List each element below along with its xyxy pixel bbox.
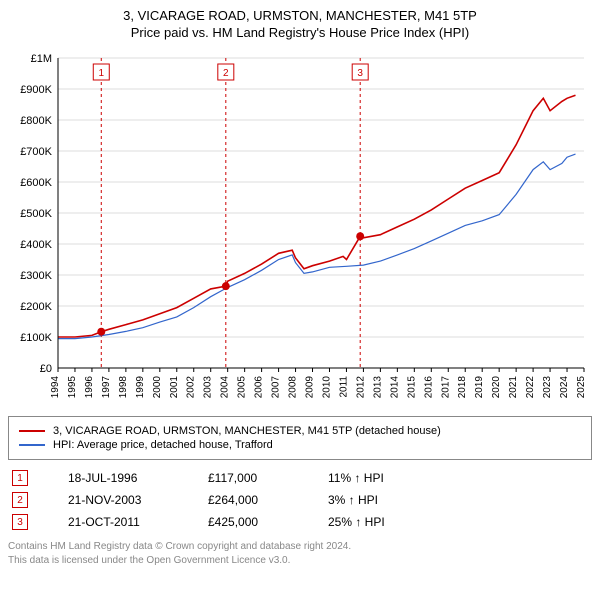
sale-price: £425,000 xyxy=(208,515,288,529)
svg-text:£400K: £400K xyxy=(20,239,52,251)
svg-text:1997: 1997 xyxy=(101,376,112,399)
sale-date: 21-NOV-2003 xyxy=(68,493,168,507)
svg-text:3: 3 xyxy=(357,68,363,79)
svg-text:2001: 2001 xyxy=(169,376,180,399)
svg-text:2006: 2006 xyxy=(254,376,265,399)
svg-text:2025: 2025 xyxy=(576,376,587,399)
svg-text:£900K: £900K xyxy=(20,84,52,96)
sale-price: £264,000 xyxy=(208,493,288,507)
chart-container: 3, VICARAGE ROAD, URMSTON, MANCHESTER, M… xyxy=(0,0,600,576)
legend-row: HPI: Average price, detached house, Traf… xyxy=(19,439,581,451)
sale-date: 18-JUL-1996 xyxy=(68,471,168,485)
title-main: 3, VICARAGE ROAD, URMSTON, MANCHESTER, M… xyxy=(8,8,592,23)
svg-text:2013: 2013 xyxy=(372,376,383,399)
sale-marker: 1 xyxy=(12,470,28,486)
svg-text:2023: 2023 xyxy=(542,376,553,399)
legend-label: 3, VICARAGE ROAD, URMSTON, MANCHESTER, M… xyxy=(53,425,441,437)
footer: Contains HM Land Registry data © Crown c… xyxy=(8,540,592,568)
svg-text:1999: 1999 xyxy=(135,376,146,399)
svg-text:2015: 2015 xyxy=(406,376,417,399)
svg-text:1: 1 xyxy=(98,68,104,79)
svg-text:1996: 1996 xyxy=(84,376,95,399)
svg-text:£200K: £200K xyxy=(20,301,52,313)
sale-marker: 2 xyxy=(12,492,28,508)
footer-line: Contains HM Land Registry data © Crown c… xyxy=(8,540,592,554)
svg-text:2021: 2021 xyxy=(508,376,519,399)
svg-text:£600K: £600K xyxy=(20,177,52,189)
svg-text:£700K: £700K xyxy=(20,146,52,158)
sales-row: 1 18-JUL-1996 £117,000 11% ↑ HPI xyxy=(8,470,592,486)
svg-text:£300K: £300K xyxy=(20,270,52,282)
svg-text:1995: 1995 xyxy=(67,376,78,399)
svg-text:2011: 2011 xyxy=(338,376,349,398)
svg-text:2020: 2020 xyxy=(491,376,502,399)
sale-date: 21-OCT-2011 xyxy=(68,515,168,529)
svg-text:2003: 2003 xyxy=(203,376,214,399)
sales-row: 3 21-OCT-2011 £425,000 25% ↑ HPI xyxy=(8,514,592,530)
svg-text:2016: 2016 xyxy=(423,376,434,399)
svg-text:2014: 2014 xyxy=(389,376,400,399)
svg-text:£0: £0 xyxy=(40,363,52,375)
sale-marker: 3 xyxy=(12,514,28,530)
svg-text:2005: 2005 xyxy=(237,376,248,399)
svg-text:1994: 1994 xyxy=(50,376,61,399)
sale-pct: 25% ↑ HPI xyxy=(328,515,408,529)
svg-text:2018: 2018 xyxy=(457,376,468,399)
legend-row: 3, VICARAGE ROAD, URMSTON, MANCHESTER, M… xyxy=(19,425,581,437)
svg-text:2012: 2012 xyxy=(355,376,366,399)
sale-pct: 11% ↑ HPI xyxy=(328,471,408,485)
legend-swatch xyxy=(19,430,45,432)
svg-text:2010: 2010 xyxy=(321,376,332,399)
svg-text:2000: 2000 xyxy=(152,376,163,399)
titles: 3, VICARAGE ROAD, URMSTON, MANCHESTER, M… xyxy=(8,8,592,40)
svg-text:£100K: £100K xyxy=(20,332,52,344)
sales-table: 1 18-JUL-1996 £117,000 11% ↑ HPI 2 21-NO… xyxy=(8,470,592,530)
sale-pct: 3% ↑ HPI xyxy=(328,493,408,507)
svg-text:2009: 2009 xyxy=(305,376,316,399)
legend-label: HPI: Average price, detached house, Traf… xyxy=(53,439,273,451)
title-sub: Price paid vs. HM Land Registry's House … xyxy=(8,25,592,40)
svg-text:2024: 2024 xyxy=(559,376,570,399)
svg-text:2002: 2002 xyxy=(186,376,197,399)
chart-svg: £0 £100K £200K £300K £400K £500K £600K £700K £80… xyxy=(8,48,592,408)
legend-swatch xyxy=(19,444,45,446)
svg-text:2004: 2004 xyxy=(220,376,231,399)
svg-text:2: 2 xyxy=(223,68,229,79)
svg-text:2022: 2022 xyxy=(525,376,536,399)
svg-text:1998: 1998 xyxy=(118,376,129,399)
svg-text:2019: 2019 xyxy=(474,376,485,399)
footer-line: This data is licensed under the Open Gov… xyxy=(8,554,592,568)
svg-text:2008: 2008 xyxy=(288,376,299,399)
chart: £0 £100K £200K £300K £400K £500K £600K £700K £80… xyxy=(8,48,592,408)
svg-text:2007: 2007 xyxy=(271,376,282,399)
sale-price: £117,000 xyxy=(208,471,288,485)
sales-row: 2 21-NOV-2003 £264,000 3% ↑ HPI xyxy=(8,492,592,508)
svg-text:2017: 2017 xyxy=(440,376,451,399)
svg-text:£500K: £500K xyxy=(20,208,52,220)
legend: 3, VICARAGE ROAD, URMSTON, MANCHESTER, M… xyxy=(8,416,592,460)
svg-text:£1M: £1M xyxy=(31,53,52,65)
svg-text:£800K: £800K xyxy=(20,115,52,127)
